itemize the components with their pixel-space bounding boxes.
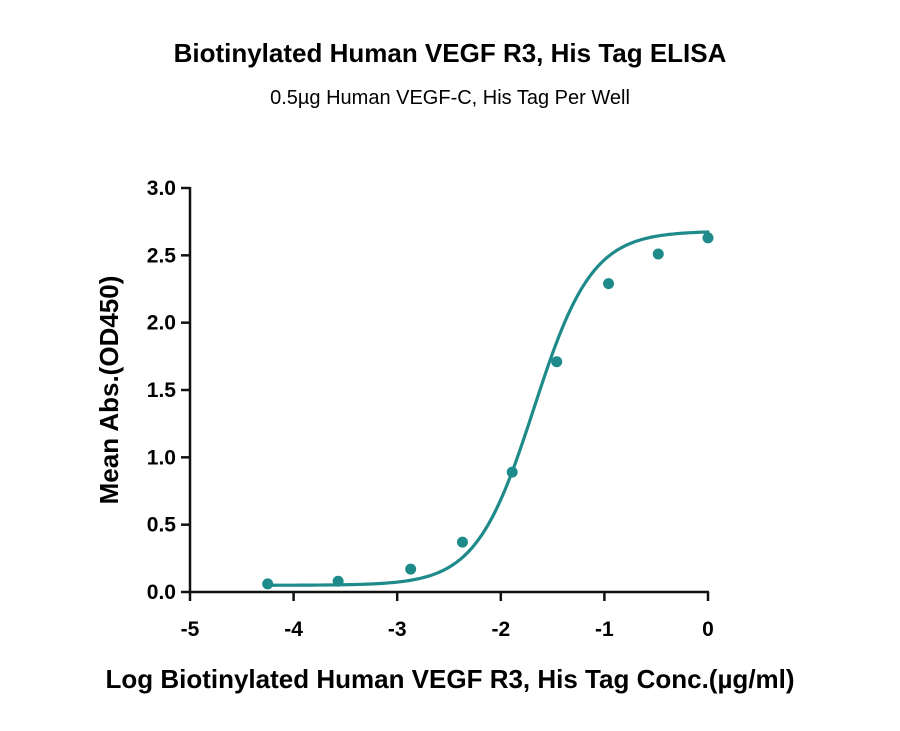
fit-curve xyxy=(266,230,710,587)
y-tick-label: 1.0 xyxy=(147,446,176,469)
y-axis-label: Mean Abs.(OD450) xyxy=(94,276,124,505)
y-ticks: 0.0 0.5 1.0 1.5 2.0 2.5 3.0 xyxy=(147,177,190,604)
x-axis-label: Log Biotinylated Human VEGF R3, His Tag … xyxy=(105,664,794,694)
chart-subtitle: 0.5µg Human VEGF-C, His Tag Per Well xyxy=(270,87,630,109)
x-tick-label: -4 xyxy=(284,618,303,641)
series-layer xyxy=(262,230,714,590)
x-ticks: -5 -4 -3 -2 -1 0 xyxy=(181,592,714,641)
data-point xyxy=(702,232,714,244)
y-tick-label: 1.5 xyxy=(147,379,177,402)
x-tick-label: -3 xyxy=(388,618,407,641)
chart-title: Biotinylated Human VEGF R3, His Tag ELIS… xyxy=(174,38,727,68)
y-tick-label: 0.5 xyxy=(147,514,177,537)
data-point xyxy=(456,536,468,548)
data-point xyxy=(652,248,664,260)
y-tick-label: 2.0 xyxy=(147,312,176,335)
y-tick-label: 0.0 xyxy=(147,581,176,604)
axes xyxy=(188,187,709,594)
data-point xyxy=(405,563,417,575)
data-point xyxy=(332,575,344,587)
y-tick-label: 3.0 xyxy=(147,177,176,200)
data-point xyxy=(506,466,518,478)
y-tick-label: 2.5 xyxy=(147,244,177,267)
x-tick-label: -2 xyxy=(491,618,510,641)
data-point xyxy=(262,578,274,590)
x-tick-label: -5 xyxy=(181,618,200,641)
x-tick-label: -1 xyxy=(595,618,614,641)
x-tick-label: 0 xyxy=(702,618,714,641)
data-point xyxy=(551,356,563,368)
data-point xyxy=(603,278,615,290)
